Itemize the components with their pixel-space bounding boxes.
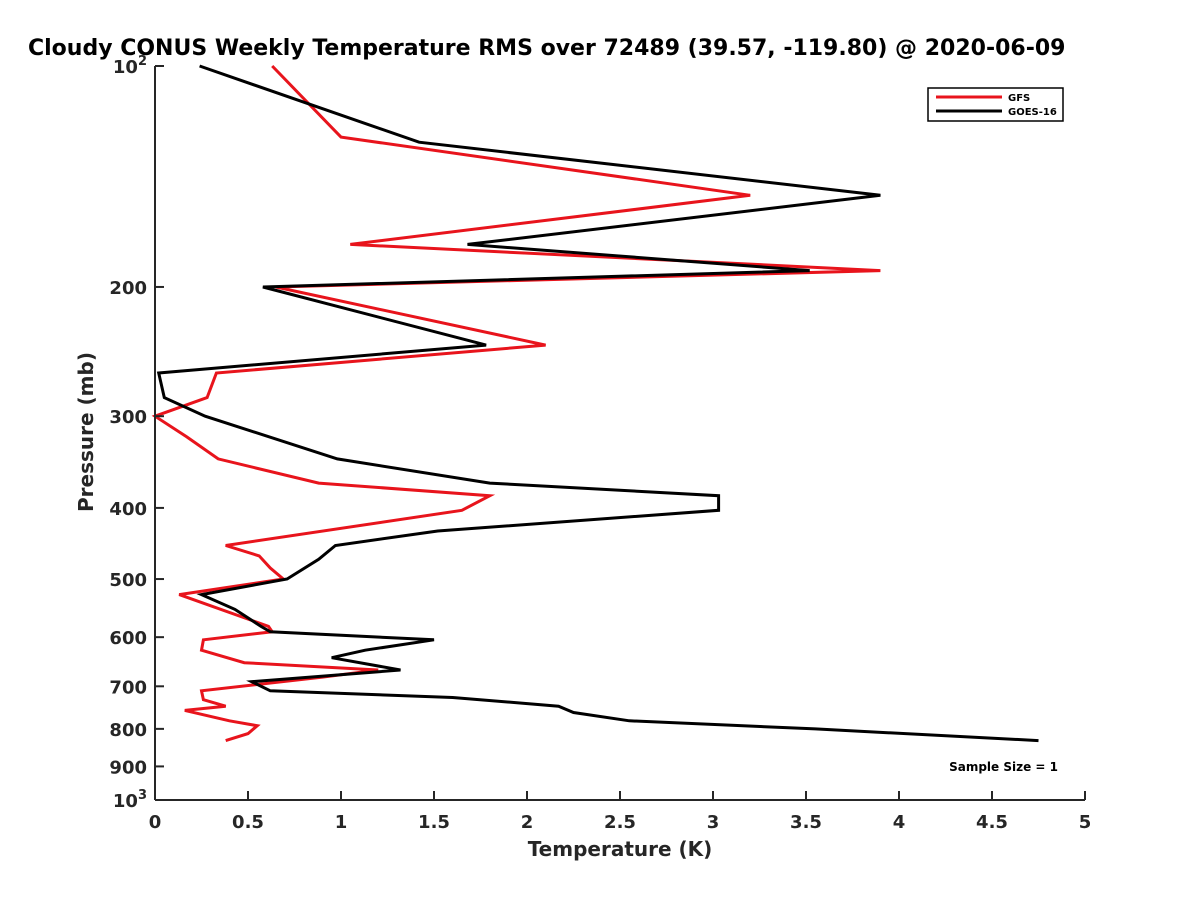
x-tick-label: 4 <box>893 812 906 833</box>
series-line-goes-16 <box>156 64 1039 743</box>
y-axis-label: Pressure (mb) <box>74 352 98 512</box>
legend: GFS GOES-16 <box>927 87 1064 122</box>
x-tick-label: 3 <box>707 812 720 833</box>
y-tick-label: 800 <box>109 720 147 741</box>
x-tick-label: 3.5 <box>790 812 822 833</box>
y-tick-label: 102 <box>113 54 147 78</box>
y-tick-label: 600 <box>109 628 147 649</box>
axes-layer: 0 0.5 1 1.5 2 2.5 3 3.5 4 4.5 51022003004005006007… <box>109 54 1091 833</box>
x-tick-label: 0.5 <box>232 812 264 833</box>
x-tick-label: 2 <box>521 812 534 833</box>
y-tick-label: 400 <box>109 499 147 520</box>
x-axis-label: Temperature (K) <box>528 837 713 861</box>
y-tick-label: 500 <box>109 570 147 591</box>
x-tick-label: 1 <box>335 812 348 833</box>
y-tick-base: 10 <box>113 57 138 78</box>
x-tick-label: 5 <box>1079 812 1092 833</box>
x-tick-label: 0 <box>149 812 162 833</box>
y-tick-label: 700 <box>109 677 147 698</box>
series-layer <box>151 64 1039 743</box>
x-tick-label: 4.5 <box>976 812 1008 833</box>
y-tick-label: 900 <box>109 757 147 778</box>
y-tick-base: 10 <box>113 791 138 812</box>
legend-label: GFS <box>1008 93 1030 104</box>
x-tick-label: 1.5 <box>418 812 450 833</box>
legend-box <box>927 87 1064 122</box>
y-tick-exponent: 2 <box>138 54 147 69</box>
chart-title: Cloudy CONUS Weekly Temperature RMS over… <box>28 36 1065 61</box>
y-tick-exponent: 3 <box>138 788 147 803</box>
x-tick-label: 2.5 <box>604 812 636 833</box>
legend-label: GOES-16 <box>1008 107 1057 118</box>
y-tick-label: 103 <box>113 788 147 812</box>
y-tick-label: 300 <box>109 407 147 428</box>
sample-size-note: Sample Size = 1 <box>949 760 1058 774</box>
series-line-gfs <box>151 64 881 743</box>
y-tick-label: 200 <box>109 278 147 299</box>
plot-area: 0 0.5 1 1.5 2 2.5 3 3.5 4 4.5 51022003004005006007… <box>109 54 1091 833</box>
